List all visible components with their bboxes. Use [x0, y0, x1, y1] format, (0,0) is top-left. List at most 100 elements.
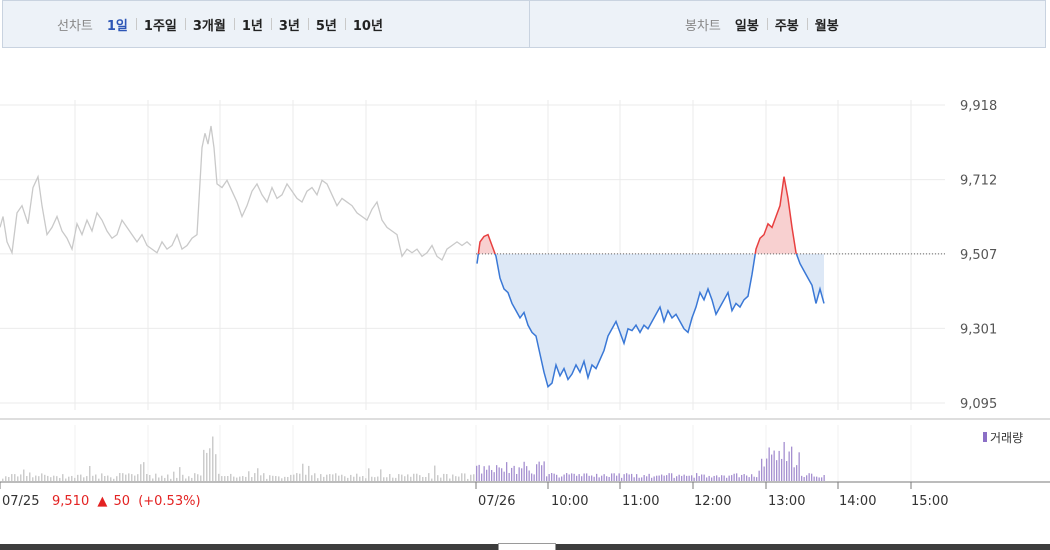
tab-10-years[interactable]: 10년 [344, 15, 391, 34]
volume-bar [98, 478, 100, 481]
volume-bar [317, 478, 319, 481]
volume-bar [116, 476, 118, 481]
volume-bar [748, 477, 750, 481]
volume-bar [299, 473, 301, 481]
volume-bar [74, 477, 76, 481]
volume-bar [751, 474, 753, 481]
tab-monthly-candle[interactable]: 월봉 [806, 15, 847, 34]
volume-bar [593, 476, 595, 481]
volume-bar [410, 476, 412, 481]
volume-bar [681, 475, 683, 481]
volume-bar [478, 464, 480, 481]
volume-bar [194, 473, 196, 481]
volume-bar [38, 476, 40, 481]
volume-bar [458, 476, 460, 481]
volume-bar [756, 477, 758, 481]
volume-bar [753, 476, 755, 481]
volume-bar [736, 473, 738, 481]
volume-bar [773, 450, 775, 481]
volume-bar [798, 452, 800, 481]
volume-bar [498, 467, 500, 481]
volume-bar [813, 476, 815, 481]
volume-bar [686, 475, 688, 481]
volume-bar [2, 478, 4, 481]
volume-bar [269, 475, 271, 481]
volume-bar [29, 472, 31, 481]
volume-bar [801, 475, 803, 481]
volume-bar [621, 477, 623, 481]
volume-bar [122, 473, 124, 481]
volume-bar [818, 477, 820, 481]
volume-bar [606, 476, 608, 481]
bottom-tab-handle[interactable] [498, 543, 556, 550]
volume-bar [743, 474, 745, 481]
volume-bar [203, 449, 205, 481]
volume-bar [260, 475, 262, 481]
volume-bar [230, 473, 232, 481]
tab-1-week[interactable]: 1주일 [135, 15, 185, 34]
volume-bar [41, 473, 43, 481]
volume-bar [578, 474, 580, 481]
volume-bar [20, 474, 22, 481]
volume-bar [711, 477, 713, 481]
tab-3-years[interactable]: 3년 [270, 15, 308, 34]
volume-bar [781, 458, 783, 481]
volume-bar [731, 475, 733, 481]
tab-weekly-candle[interactable]: 주봉 [766, 15, 807, 34]
volume-bar [823, 475, 825, 481]
volume-legend: 거래량 [983, 431, 1023, 445]
volume-bar [573, 473, 575, 481]
volume-bar [380, 469, 382, 481]
tab-1-day[interactable]: 1일 [106, 18, 128, 34]
volume-bar [521, 468, 523, 481]
volume-bar [353, 476, 355, 481]
volume-bar [287, 476, 289, 481]
volume-bar [821, 477, 823, 481]
volume-bar [446, 474, 448, 481]
volume-bar [431, 478, 433, 481]
volume-bar [783, 441, 785, 481]
volume-bar [581, 476, 583, 481]
volume-bar [455, 476, 457, 481]
x-label-1100: 11:00 [622, 494, 659, 509]
volume-bar [365, 478, 367, 481]
x-label-1500: 15:00 [911, 494, 948, 509]
volume-bar [218, 473, 220, 481]
volume-bar [671, 473, 673, 481]
volume-bar [791, 446, 793, 481]
up-arrow-icon: ▲ [97, 494, 107, 509]
tab-daily-candle[interactable]: 일봉 [734, 18, 759, 34]
volume-bar [663, 475, 665, 481]
above-baseline-area [478, 176, 797, 254]
volume-bar [50, 477, 52, 481]
volume-bar [248, 471, 250, 481]
volume-bars [2, 436, 825, 481]
volume-bar [407, 474, 409, 481]
volume-bar [631, 473, 633, 481]
volume-bar [452, 474, 454, 481]
volume-bar [488, 465, 490, 481]
volume-bar [561, 476, 563, 481]
volume-bar [293, 474, 295, 481]
tab-3-months[interactable]: 3개월 [184, 15, 234, 34]
volume-bar [413, 473, 415, 481]
volume-bar [616, 475, 618, 481]
volume-bar [173, 471, 175, 481]
volume-bar [503, 471, 505, 481]
candle-chart-label: 봉차트 [685, 18, 721, 34]
tab-1-year[interactable]: 1년 [233, 15, 271, 34]
y-tick-label: 9,712 [960, 174, 997, 189]
volume-bar [576, 475, 578, 481]
volume-bar [374, 477, 376, 481]
prev-day-price-line [0, 125, 472, 261]
volume-bar [816, 476, 818, 481]
tab-5-years[interactable]: 5년 [307, 15, 345, 34]
volume-bar [688, 475, 690, 481]
volume-bar [368, 468, 370, 481]
volume-bar [693, 477, 695, 481]
volume-bar [566, 473, 568, 481]
volume-bar [486, 469, 488, 481]
volume-bar [778, 450, 780, 481]
volume-bar [586, 473, 588, 481]
prev-day-summary: 9,510 ▲ 50 (+0.53%) [52, 494, 201, 509]
